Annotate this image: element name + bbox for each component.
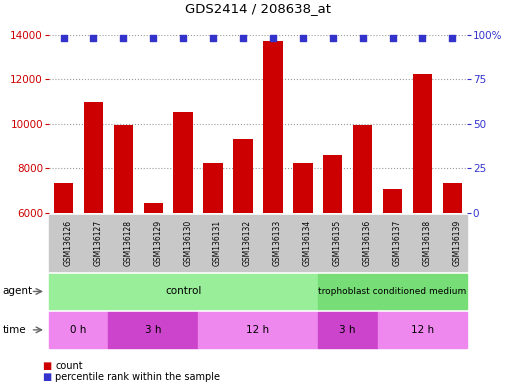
Point — [59, 35, 68, 41]
Bar — [353, 125, 372, 347]
Text: 0 h: 0 h — [70, 325, 87, 335]
Point — [119, 35, 128, 41]
Text: GSM136126: GSM136126 — [63, 220, 72, 266]
Bar — [54, 183, 73, 347]
Text: GSM136139: GSM136139 — [452, 220, 461, 266]
Text: ■: ■ — [42, 372, 52, 382]
Text: 3 h: 3 h — [145, 325, 162, 335]
Text: GSM136128: GSM136128 — [124, 220, 133, 266]
Bar — [84, 101, 103, 347]
Bar — [144, 203, 163, 347]
Bar — [263, 41, 282, 347]
Bar — [442, 183, 462, 347]
Text: GSM136137: GSM136137 — [392, 220, 401, 266]
Text: 12 h: 12 h — [247, 325, 269, 335]
Point — [179, 35, 187, 41]
Text: GSM136136: GSM136136 — [363, 220, 372, 266]
Text: time: time — [3, 325, 26, 335]
Text: GSM136129: GSM136129 — [153, 220, 162, 266]
Text: GSM136133: GSM136133 — [273, 220, 282, 266]
Point — [328, 35, 337, 41]
Bar — [413, 74, 432, 347]
Text: trophoblast conditioned medium: trophoblast conditioned medium — [318, 287, 467, 296]
Point — [298, 35, 307, 41]
Text: GSM136132: GSM136132 — [243, 220, 252, 266]
Point — [388, 35, 397, 41]
Text: control: control — [165, 286, 201, 296]
Bar — [293, 163, 313, 347]
Bar — [203, 163, 223, 347]
Text: GDS2414 / 208638_at: GDS2414 / 208638_at — [185, 2, 331, 15]
Point — [149, 35, 157, 41]
Text: GSM136130: GSM136130 — [183, 220, 192, 266]
Point — [269, 35, 277, 41]
Point — [418, 35, 427, 41]
Point — [89, 35, 98, 41]
Point — [209, 35, 218, 41]
Text: agent: agent — [3, 286, 33, 296]
Text: 3 h: 3 h — [340, 325, 356, 335]
Bar — [383, 189, 402, 347]
Point — [239, 35, 247, 41]
Point — [359, 35, 367, 41]
Text: GSM136134: GSM136134 — [303, 220, 312, 266]
Text: GSM136127: GSM136127 — [93, 220, 102, 266]
Bar — [173, 112, 193, 347]
Text: count: count — [55, 361, 83, 371]
Text: percentile rank within the sample: percentile rank within the sample — [55, 372, 221, 382]
Bar — [114, 125, 133, 347]
Point — [448, 35, 457, 41]
Text: 12 h: 12 h — [411, 325, 434, 335]
Text: GSM136138: GSM136138 — [422, 220, 431, 266]
Text: GSM136131: GSM136131 — [213, 220, 222, 266]
Bar — [323, 155, 343, 347]
Text: GSM136135: GSM136135 — [333, 220, 342, 266]
Text: ■: ■ — [42, 361, 52, 371]
Bar — [233, 139, 253, 347]
